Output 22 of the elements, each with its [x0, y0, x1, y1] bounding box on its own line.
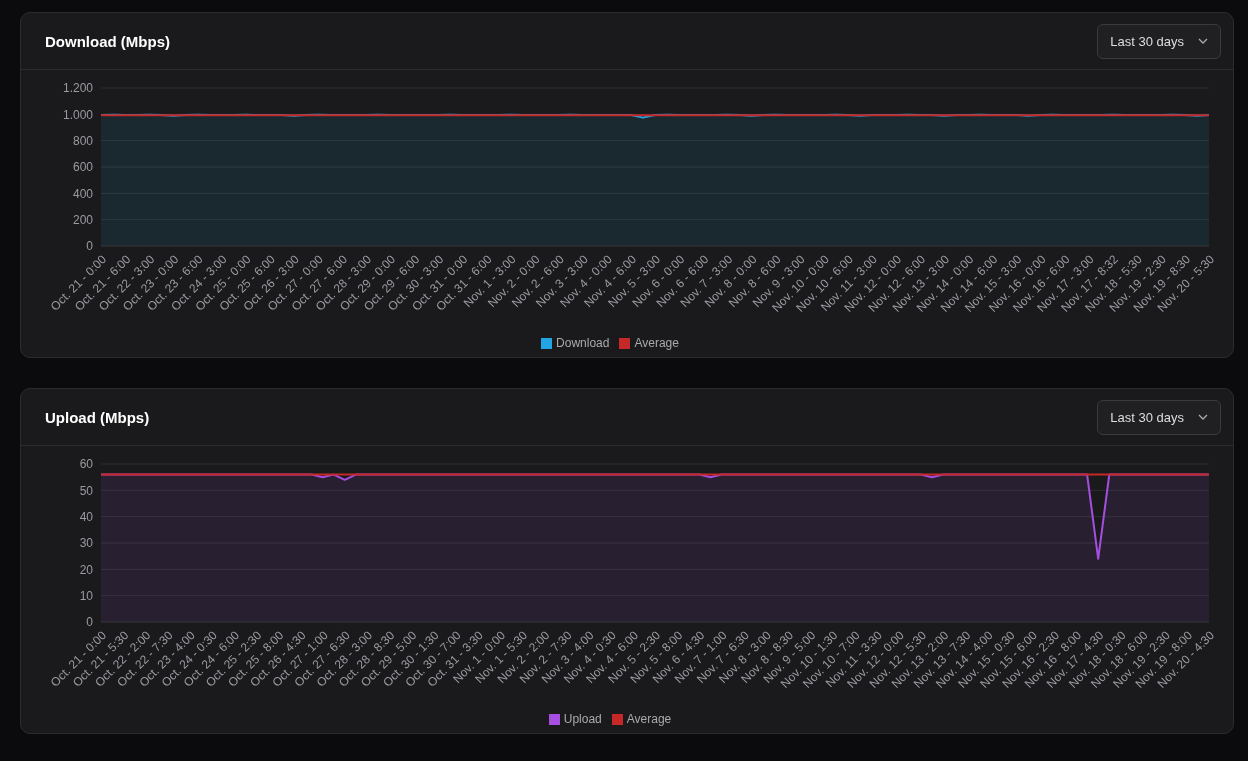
- y-tick-label: 30: [79, 536, 94, 551]
- y-tick-label: 20: [79, 562, 94, 577]
- y-tick-label: 0: [86, 615, 94, 630]
- y-tick-label: 60: [79, 457, 94, 472]
- y-tick-label: 50: [79, 483, 94, 498]
- y-tick-label: 10: [79, 588, 94, 603]
- text: Last 30 days: [1110, 33, 1184, 49]
- chart-title: Download (Mbps): [45, 32, 170, 50]
- y-tick-label: 800: [72, 133, 94, 148]
- y-tick-label: 600: [72, 160, 94, 175]
- legend-label: Upload: [563, 712, 602, 726]
- y-tick-label: 1.200: [62, 81, 94, 96]
- legend-label: Average: [634, 336, 679, 350]
- y-tick-label: 200: [72, 212, 94, 227]
- chart-title: Upload (Mbps): [45, 408, 150, 426]
- y-tick-label: 0: [86, 239, 94, 254]
- legend-label: Download: [556, 336, 610, 350]
- text: Last 30 days: [1110, 409, 1184, 425]
- y-tick-label: 40: [79, 509, 94, 524]
- legend-label: Average: [626, 712, 672, 726]
- y-tick-label: 1.000: [62, 107, 94, 122]
- y-tick-label: 400: [72, 186, 94, 201]
